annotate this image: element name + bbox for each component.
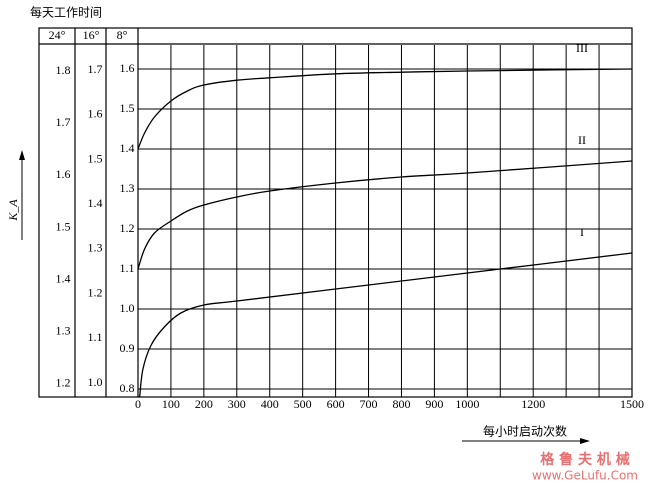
chart-title: 每天工作时间 — [30, 5, 102, 20]
y-tick-label: 1.0 — [120, 301, 135, 315]
y-tick-label: 1.6 — [88, 107, 103, 121]
y-axis-title: K_A — [6, 199, 20, 222]
axis-header: 16° — [83, 28, 100, 42]
x-tick-label: 1000 — [455, 397, 479, 411]
curve — [137, 160, 633, 270]
curve — [137, 68, 633, 150]
y-tick-label: 1.7 — [88, 62, 103, 76]
y-tick-label: 1.4 — [120, 141, 135, 155]
x-tick-label: 500 — [294, 397, 312, 411]
y-tick-label: 1.1 — [88, 330, 103, 344]
curve-label: I — [580, 225, 584, 239]
x-tick-label: 600 — [327, 397, 345, 411]
curve-label: II — [578, 133, 586, 147]
y-tick-label: 0.8 — [120, 381, 135, 395]
y-tick-label: 1.6 — [56, 167, 71, 181]
watermark-brand: 格 鲁 夫 机 械 — [540, 451, 630, 468]
y-tick-label: 1.2 — [88, 285, 103, 299]
y-arrow-head — [19, 150, 25, 160]
y-tick-label: 1.5 — [120, 101, 135, 115]
x-arrow-head — [580, 438, 590, 444]
y-tick-label: 1.4 — [88, 196, 103, 210]
x-tick-label: 200 — [195, 397, 213, 411]
y-tick-label: 1.5 — [88, 151, 103, 165]
curve — [139, 252, 633, 398]
watermark-url: www.GeLufu.Com — [532, 469, 638, 483]
y-tick-label: 1.5 — [56, 219, 71, 233]
y-tick-label: 1.3 — [88, 241, 103, 255]
x-tick-label: 1500 — [620, 397, 644, 411]
y-tick-label: 1.6 — [120, 61, 135, 75]
y-tick-label: 1.3 — [56, 324, 71, 338]
x-axis-title: 每小时启动次数 — [483, 424, 567, 439]
x-tick-label: 300 — [228, 397, 246, 411]
x-tick-label: 900 — [425, 397, 443, 411]
y-tick-label: 1.1 — [120, 261, 135, 275]
y-tick-label: 1.7 — [56, 115, 71, 129]
y-tick-label: 0.9 — [120, 341, 135, 355]
x-tick-label: 0 — [135, 397, 141, 411]
y-tick-label: 1.2 — [120, 221, 135, 235]
y-tick-label: 1.8 — [56, 63, 71, 77]
y-tick-label: 1.2 — [56, 376, 71, 390]
axis-header: 24° — [49, 28, 66, 42]
y-tick-label: 1.3 — [120, 181, 135, 195]
y-tick-label: 1.4 — [56, 271, 71, 285]
x-tick-label: 800 — [392, 397, 410, 411]
axis-header: 8° — [117, 28, 128, 42]
x-tick-label: 400 — [261, 397, 279, 411]
x-tick-label: 700 — [360, 397, 378, 411]
x-tick-label: 1200 — [521, 397, 545, 411]
curve-label: III — [576, 41, 588, 55]
x-tick-label: 100 — [162, 397, 180, 411]
y-tick-label: 1.0 — [88, 375, 103, 389]
